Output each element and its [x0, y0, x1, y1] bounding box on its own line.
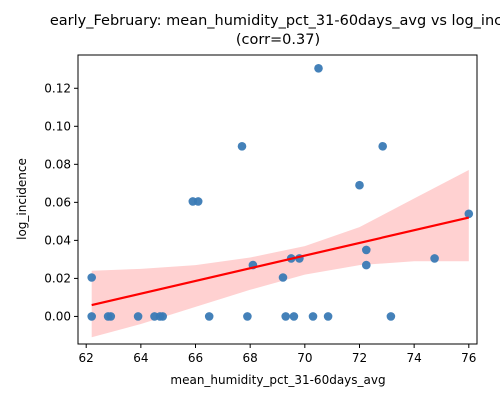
scatter-point	[134, 312, 143, 321]
x-tick-label: 68	[243, 351, 258, 365]
scatter-point	[362, 261, 371, 270]
x-tick-label: 72	[352, 351, 367, 365]
x-tick-label: 74	[407, 351, 422, 365]
scatter-point	[281, 312, 290, 321]
y-tick-label: 0.12	[44, 81, 71, 95]
scatter-point	[290, 312, 299, 321]
scatter-point	[324, 312, 333, 321]
y-tick-label: 0.04	[44, 233, 71, 247]
y-axis-ticks: 0.00 0.02 0.04 0.06 0.08 0.10 0.12	[44, 81, 78, 323]
scatter-point	[314, 64, 323, 73]
scatter-point	[87, 312, 96, 321]
scatter-point	[378, 142, 387, 151]
plot-area	[78, 55, 477, 344]
y-tick-label: 0.06	[44, 195, 71, 209]
x-tick-label: 62	[79, 351, 94, 365]
scatter-point	[430, 254, 439, 263]
scatter-point	[279, 273, 288, 282]
scatter-point	[107, 312, 116, 321]
scatter-point	[309, 312, 318, 321]
x-tick-label: 70	[297, 351, 312, 365]
scatter-point	[205, 312, 214, 321]
x-axis-label: mean_humidity_pct_31-60days_avg	[170, 373, 385, 387]
y-tick-label: 0.02	[44, 271, 71, 285]
scatter-point	[362, 246, 371, 255]
x-tick-label: 76	[461, 351, 476, 365]
scatter-point	[87, 273, 96, 282]
x-tick-label: 66	[188, 351, 203, 365]
scatter-point	[387, 312, 396, 321]
scatter-point	[158, 312, 167, 321]
y-axis-label: log_incidence	[15, 158, 29, 240]
x-axis-ticks: 62 64 66 68 70 72 74 76	[79, 344, 477, 365]
scatter-point	[243, 312, 252, 321]
x-tick-label: 64	[133, 351, 148, 365]
y-tick-label: 0.10	[44, 119, 71, 133]
scatter-point	[355, 181, 364, 190]
y-tick-label: 0.08	[44, 157, 71, 171]
chart-title: early_February: mean_humidity_pct_31-60d…	[50, 13, 500, 29]
y-tick-label: 0.00	[44, 309, 71, 323]
scatter-point	[194, 197, 203, 206]
scatter-point	[465, 210, 474, 219]
scatter-point	[238, 142, 247, 151]
chart-subtitle: (corr=0.37)	[236, 32, 320, 48]
